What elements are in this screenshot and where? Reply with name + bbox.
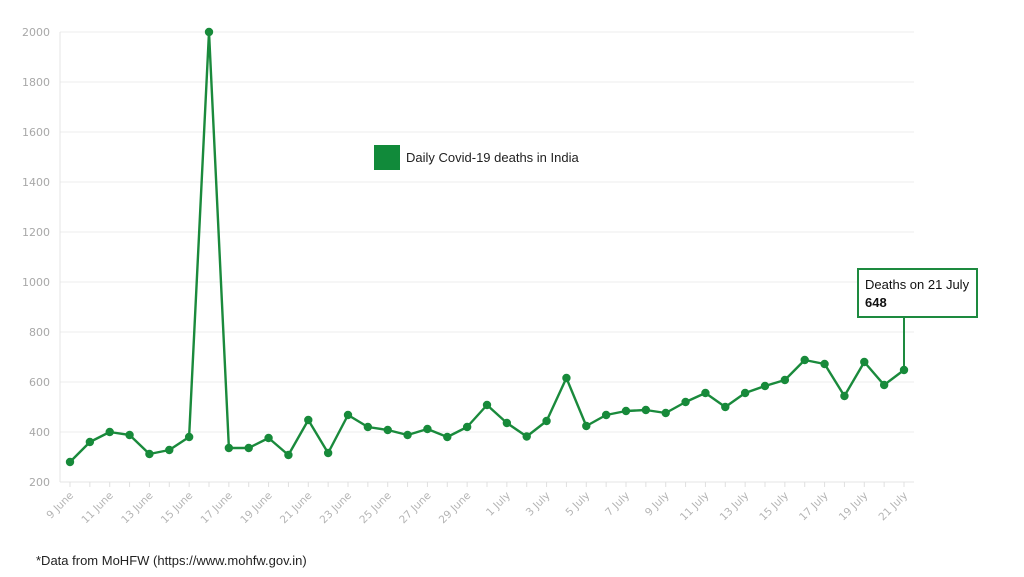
legend-swatch	[374, 145, 400, 170]
data-point-marker	[403, 430, 412, 440]
data-point-marker	[522, 432, 531, 441]
y-tick-label: 2000	[22, 26, 50, 39]
x-tick-label: 27 June	[397, 490, 433, 526]
y-axis: 200 400 600 800 1000 1200 1400 1600 1800 2000	[22, 26, 61, 489]
data-point-marker	[343, 410, 353, 420]
legend: Daily Covid-19 deaths in India	[374, 145, 579, 170]
data-point-marker	[244, 443, 253, 453]
x-tick-label: 7 July	[603, 490, 632, 519]
data-point-marker	[125, 430, 134, 440]
data-point-marker	[383, 425, 392, 435]
data-point-marker	[443, 432, 452, 442]
data-point-marker	[582, 421, 591, 431]
y-tick-label: 1000	[22, 276, 50, 289]
data-point-marker	[621, 406, 631, 416]
data-point-marker	[105, 427, 114, 437]
data-point-marker	[323, 448, 333, 458]
data-point-marker	[65, 457, 75, 467]
legend-label: Daily Covid-19 deaths in India	[406, 150, 579, 165]
x-tick-label: 23 June	[318, 490, 354, 526]
data-point-marker	[482, 400, 492, 410]
x-tick-label: 13 June	[119, 490, 155, 526]
data-point-marker	[860, 357, 869, 367]
annotation-value: 648	[865, 295, 887, 310]
data-point-marker	[820, 359, 829, 369]
data-point-marker	[899, 365, 909, 375]
x-tick-label: 21 July	[876, 490, 910, 524]
data-point-marker	[721, 402, 730, 412]
x-tick-label: 29 June	[437, 490, 473, 526]
data-point-marker	[204, 27, 214, 37]
y-tick-label: 400	[29, 426, 50, 439]
x-tick-label: 19 June	[238, 490, 274, 526]
x-tick-label: 11 July	[678, 490, 712, 524]
x-tick-label: 19 July	[837, 490, 871, 524]
x-tick-label: 25 June	[357, 490, 393, 526]
x-tick-label: 15 June	[159, 490, 195, 526]
gridlines	[60, 31, 914, 483]
x-tick-label: 11 June	[79, 490, 115, 526]
x-tick-label: 21 June	[278, 490, 314, 526]
x-tick-label: 15 July	[757, 490, 791, 524]
data-point-marker	[701, 388, 710, 398]
data-point-marker	[85, 437, 95, 447]
x-tick-label: 9 June	[44, 490, 76, 522]
data-point-marker	[562, 373, 571, 383]
data-point-marker	[800, 355, 809, 365]
y-tick-label: 1600	[22, 126, 50, 139]
y-tick-label: 200	[29, 476, 50, 489]
data-point-marker	[641, 405, 651, 415]
y-tick-label: 800	[29, 326, 50, 339]
deaths-line	[69, 30, 905, 463]
data-point-marker	[304, 415, 313, 425]
data-point-marker	[542, 416, 551, 426]
data-point-marker	[184, 432, 194, 442]
x-tick-label: 1 July	[484, 490, 513, 519]
annotation-title: Deaths on 21 July	[865, 277, 970, 292]
y-tick-label: 600	[29, 376, 50, 389]
data-point-marker	[502, 418, 512, 428]
y-tick-label: 1800	[22, 76, 50, 89]
data-point-marker	[224, 443, 234, 453]
data-point-marker	[601, 410, 611, 420]
data-point-marker	[681, 397, 690, 407]
data-markers	[65, 27, 909, 467]
x-axis: 9 June 11 June 13 June 15 June 17 June 19 Jun…	[44, 482, 910, 526]
data-point-marker	[363, 422, 373, 432]
data-point-marker	[740, 388, 750, 398]
data-point-marker	[145, 449, 154, 459]
x-tick-label: 17 July	[797, 490, 831, 524]
x-tick-label: 9 July	[643, 490, 672, 519]
data-point-marker	[879, 380, 889, 390]
data-point-marker	[462, 422, 472, 432]
data-point-marker	[264, 433, 273, 443]
data-point-marker	[840, 391, 849, 401]
y-tick-label: 1400	[22, 176, 50, 189]
data-point-marker	[423, 424, 432, 434]
data-point-marker	[760, 381, 770, 391]
footnote: *Data from MoHFW (https://www.mohfw.gov.…	[36, 553, 307, 568]
data-point-marker	[780, 375, 790, 385]
annotation-box: Deaths on 21 July 648	[857, 268, 978, 318]
x-tick-label: 17 June	[199, 490, 235, 526]
y-tick-label: 1200	[22, 226, 50, 239]
x-tick-label: 13 July	[718, 490, 752, 524]
data-point-marker	[284, 450, 293, 460]
data-point-marker	[661, 408, 670, 418]
data-point-marker	[165, 445, 174, 455]
x-tick-label: 5 July	[563, 490, 592, 519]
x-tick-label: 3 July	[524, 490, 553, 519]
